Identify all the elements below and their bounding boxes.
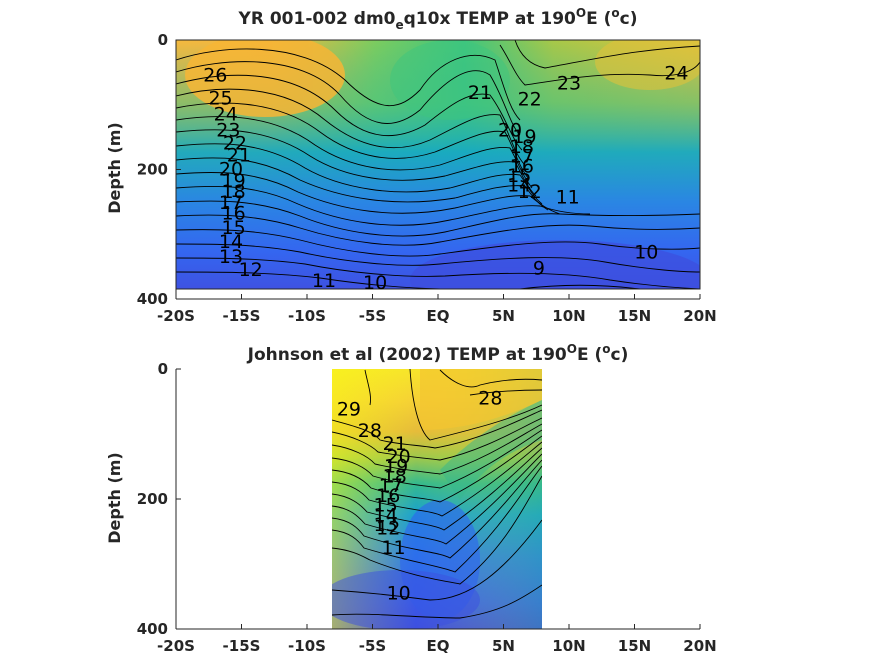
chart-top-contour-label: 21 (227, 144, 251, 166)
chart-bottom-contour-label: 12 (376, 517, 400, 539)
chart-top-contour-label: 25 (208, 87, 232, 109)
chart-bottom-ytick-label: 400 (137, 620, 168, 638)
chart-top-contour-label: 17 (510, 146, 534, 168)
chart-bottom-contour-label: 19 (384, 456, 408, 478)
chart-top-contour-label: 12 (518, 181, 542, 203)
chart-bottom-xtick-label: -15S (223, 637, 261, 655)
chart-top-ytick-label: 200 (137, 161, 168, 179)
chart-top-contour-label: 22 (223, 133, 247, 155)
chart-top-contour-label: 13 (219, 246, 243, 268)
chart-top-contour-label: 11 (556, 186, 580, 208)
chart-top-contour-label: 15 (507, 165, 531, 187)
chart-bottom-contour-label: 15 (374, 495, 398, 517)
chart-top-xtick-label: -10S (288, 307, 326, 325)
chart-top-contour-label: 14 (507, 175, 531, 197)
chart-top-contour-label: 24 (214, 103, 238, 125)
chart-top-xtick-label: 15N (618, 307, 651, 325)
chart-top-xtick-label: -15S (223, 307, 261, 325)
chart-top-ylabel: Depth (m) (105, 122, 124, 214)
chart-top-xtick-label: -5S (359, 307, 386, 325)
chart-bottom-contour-label: 21 (383, 433, 407, 455)
chart-bottom-contours (332, 369, 542, 619)
chart-top-contour-label: 21 (468, 82, 492, 104)
chart-top-contour-label: 14 (219, 231, 243, 253)
chart-top-contour-label: 16 (222, 203, 246, 225)
chart-bottom-xtick-label: 15N (618, 637, 651, 655)
chart-bottom-contour-label: 16 (376, 485, 400, 507)
chart-top-contour-label: 19 (222, 170, 246, 192)
chart-bottom-xtick-label: -5S (359, 637, 386, 655)
chart-top-contour-label: 18 (510, 136, 534, 158)
chart-top-xtick-label: 10N (552, 307, 585, 325)
chart-bottom-ytick-label: 200 (137, 490, 168, 508)
chart-top-contour-label: 23 (216, 120, 240, 142)
chart-bottom-contour-label: 10 (387, 582, 411, 604)
chart-bottom-contour-label: 20 (387, 446, 411, 468)
chart-bottom-xtick-label: 20N (683, 637, 716, 655)
chart-bottom-ytick-label: 0 (158, 360, 168, 378)
chart-top-ytick-label: 400 (137, 290, 168, 308)
chart-top-contour-label: 24 (664, 63, 688, 85)
chart-top-contour-label: 16 (510, 155, 534, 177)
chart-bottom-ylabel: Depth (m) (105, 452, 124, 544)
chart-bottom-xtick-label: EQ (427, 637, 450, 655)
chart-top-ytick-label: 0 (158, 31, 168, 49)
chart-bottom-title: Johnson et al (2002) TEMP at 190OE (oc) (247, 342, 629, 365)
chart-top-contour-label: 9 (533, 258, 545, 280)
chart-bottom-heatmap (332, 369, 542, 629)
chart-top-contour-label: 20 (498, 120, 522, 142)
chart-bottom-contour-label: 11 (381, 537, 405, 559)
chart-bottom-xtick-label: -10S (288, 637, 326, 655)
chart-top-contour-label: 10 (363, 272, 387, 294)
chart-top-contours (176, 40, 700, 289)
chart-top-contour-label: 22 (518, 89, 542, 111)
chart-top-contour-label: 11 (312, 270, 336, 292)
chart-top-xtick-label: EQ (427, 307, 450, 325)
chart-top-xtick-label: -20S (157, 307, 195, 325)
chart-top-xticks: -20S -15S -10S -5S EQ 5N 10N 15N 20N (157, 294, 717, 325)
chart-bottom-contour-label: 28 (358, 420, 382, 442)
chart-top-contour-label: 18 (222, 181, 246, 203)
chart-top-contour-label: 26 (203, 65, 227, 87)
chart-top-yticks: 0 200 400 (137, 31, 181, 308)
chart-top-title: YR 001-002 dm0eq10x TEMP at 190OE (oc) (238, 6, 638, 32)
chart-bottom-xtick-label: 10N (552, 637, 585, 655)
chart-top-contour-label: 15 (222, 217, 246, 239)
chart-bottom-contour-label: 18 (383, 465, 407, 487)
chart-bottom-yticks: 0 200 400 (137, 360, 181, 638)
chart-bottom-xtick-label: 5N (492, 637, 515, 655)
chart-bottom-contour-label: 17 (379, 475, 403, 497)
chart-top-heatmap (176, 40, 700, 289)
chart-bottom-contour-label: 29 (337, 398, 361, 420)
chart-top-xtick-label: 20N (683, 307, 716, 325)
chart-bottom-contour-label: 14 (374, 504, 398, 526)
chart-bottom-xticks: -20S -15S -10S -5S EQ 5N 10N 15N 20N (157, 624, 717, 655)
chart-top-contour-label: 12 (239, 259, 263, 281)
chart-top-xtick-label: 5N (492, 307, 515, 325)
chart-top-contour-label: 23 (557, 72, 581, 94)
chart-bottom-contour-label: 13 (374, 514, 398, 536)
chart-bottom-contour-label: 28 (478, 387, 502, 409)
chart-top-contour-label: 20 (219, 159, 243, 181)
chart-top-contour-label: 10 (634, 241, 658, 263)
chart-top-contour-label: 17 (219, 192, 243, 214)
chart-bottom-xtick-label: -20S (157, 637, 195, 655)
chart-top-contour-label: 19 (512, 126, 536, 148)
